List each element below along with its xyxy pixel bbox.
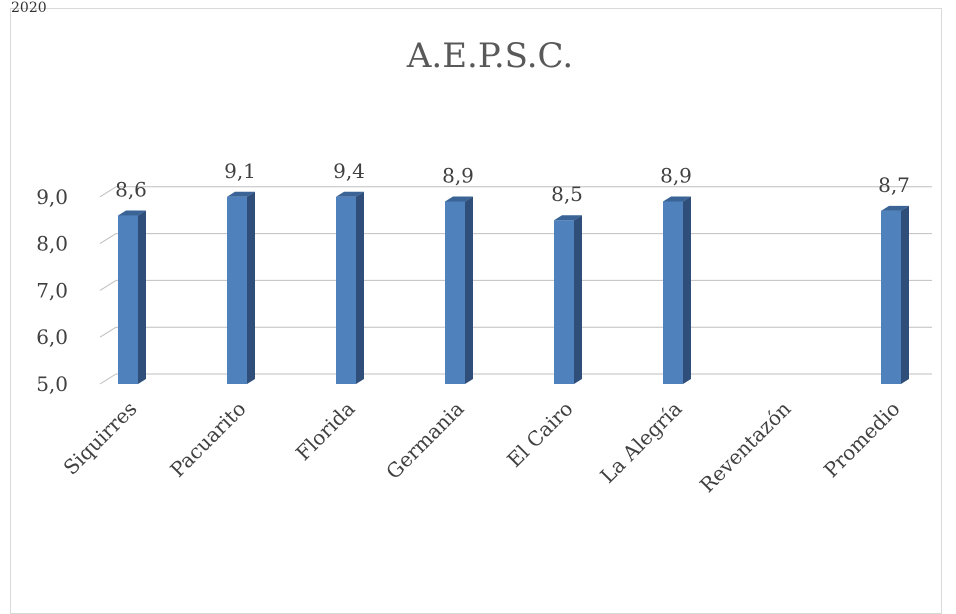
bar-side bbox=[901, 205, 909, 384]
bar-front bbox=[881, 210, 901, 384]
bar bbox=[663, 196, 691, 384]
y-tick-label: 8,0 bbox=[36, 232, 68, 256]
category-label: La Alegría bbox=[595, 397, 686, 488]
bar-front bbox=[336, 196, 356, 384]
bar-side bbox=[247, 191, 255, 384]
bar bbox=[336, 191, 364, 384]
gridline-edge bbox=[99, 233, 117, 245]
category-label: Reventazón bbox=[695, 396, 796, 497]
category-label: Pacuarito bbox=[165, 397, 250, 482]
corner-text: 2020 bbox=[11, 0, 47, 16]
bar-top bbox=[881, 205, 909, 211]
category-label: El Cairo bbox=[502, 397, 577, 472]
gridline-edge bbox=[99, 373, 117, 385]
chart-frame: 2020 bbox=[10, 0, 942, 614]
gridline-edge bbox=[99, 326, 117, 338]
value-label: 8,9 bbox=[660, 163, 692, 187]
bar-top bbox=[118, 210, 146, 216]
bar-front bbox=[445, 201, 465, 384]
bar bbox=[445, 196, 473, 384]
value-labels: 8,6 9,1 9,4 8,9 8,5 8,9 8,7 bbox=[115, 159, 910, 206]
bar bbox=[554, 215, 582, 384]
value-label: 8,6 bbox=[115, 178, 147, 202]
gridline-edge bbox=[99, 279, 117, 291]
bar-side bbox=[465, 196, 473, 384]
y-axis-ticks: 5,0 6,0 7,0 8,0 9,0 bbox=[36, 185, 68, 396]
category-label: Siquirres bbox=[59, 397, 142, 480]
chart-title: A.E.P.S.C. bbox=[406, 36, 573, 76]
bar-side bbox=[574, 215, 582, 384]
value-label: 8,5 bbox=[551, 182, 583, 206]
bar-side bbox=[356, 191, 364, 384]
category-label: Florida bbox=[291, 397, 360, 466]
bar-top bbox=[554, 215, 582, 221]
bar-top bbox=[336, 191, 364, 197]
category-label: Promedio bbox=[819, 397, 905, 483]
bars bbox=[118, 191, 909, 384]
category-labels: Siquirres Pacuarito Florida Germania El Cair… bbox=[59, 396, 905, 497]
value-label: 9,1 bbox=[224, 159, 256, 183]
y-tick-label: 5,0 bbox=[36, 372, 68, 396]
bar-front bbox=[227, 196, 247, 384]
bar-front bbox=[663, 201, 683, 384]
bar bbox=[227, 191, 255, 384]
bar-top bbox=[227, 191, 255, 197]
value-label: 8,7 bbox=[878, 173, 910, 197]
bar-top bbox=[663, 196, 691, 202]
y-tick-label: 6,0 bbox=[36, 325, 68, 349]
gridline-edge bbox=[99, 186, 117, 198]
value-label: 8,9 bbox=[442, 163, 474, 187]
bar-side bbox=[138, 210, 146, 384]
gridlines bbox=[99, 186, 932, 385]
category-label: Germania bbox=[381, 397, 468, 484]
value-label: 9,4 bbox=[333, 159, 365, 183]
bar bbox=[881, 205, 909, 384]
bar-front bbox=[554, 220, 574, 384]
bar bbox=[118, 210, 146, 384]
bar-top bbox=[445, 196, 473, 202]
y-tick-label: 7,0 bbox=[36, 278, 68, 302]
y-tick-label: 9,0 bbox=[36, 185, 68, 209]
bar-side bbox=[683, 196, 691, 384]
bar-front bbox=[118, 215, 138, 384]
